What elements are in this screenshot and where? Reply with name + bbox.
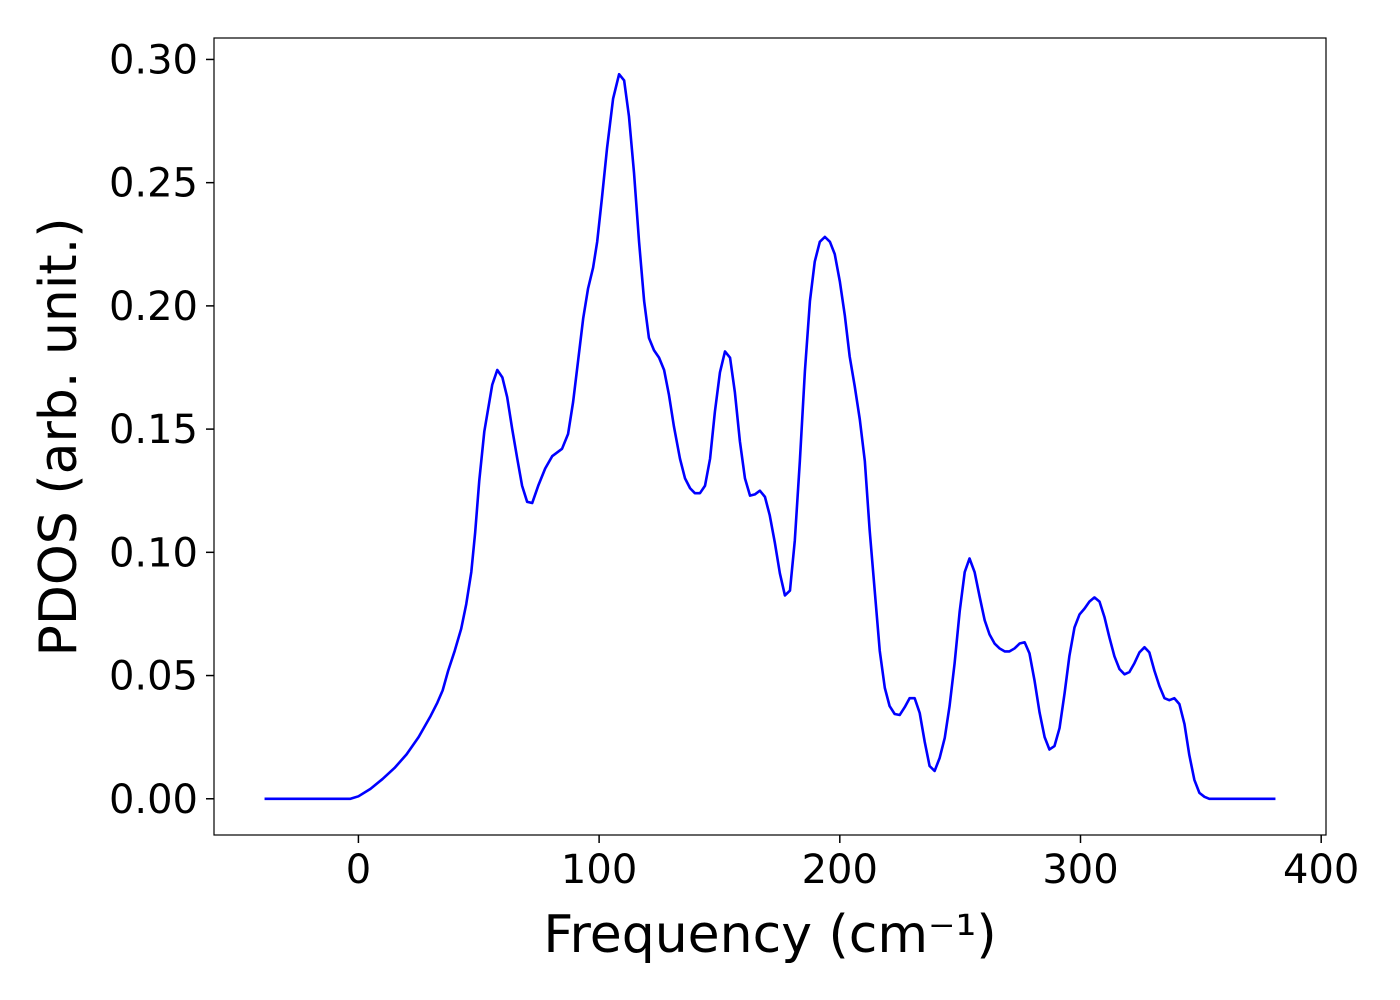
x-tick-label: 100 — [561, 847, 637, 893]
pdos-line — [264, 72, 1276, 801]
y-tick-label: 0.00 — [109, 777, 198, 823]
y-tick-label: 0.30 — [109, 37, 198, 83]
x-tick-label: 0 — [346, 847, 371, 893]
y-tick-label: 0.25 — [109, 161, 198, 207]
plot-frame — [213, 37, 1327, 836]
y-tick-label: 0.15 — [109, 407, 198, 453]
x-tick-label: 200 — [802, 847, 878, 893]
x-axis-label: Frequency (cm⁻¹) — [543, 905, 996, 965]
y-tick-label: 0.05 — [109, 654, 198, 700]
y-tick-label: 0.20 — [109, 284, 198, 330]
x-tick-label: 400 — [1283, 847, 1359, 893]
y-tick-label: 0.10 — [109, 530, 198, 576]
y-axis-label: PDOS (arb. unit.) — [29, 217, 89, 656]
x-tick-label: 300 — [1042, 847, 1118, 893]
